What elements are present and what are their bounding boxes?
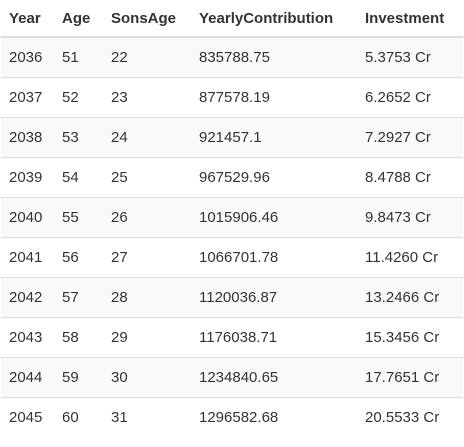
cell-investment: 13.2466 Cr: [357, 277, 463, 318]
cell-year: 2042: [1, 277, 54, 318]
cell-sons-age: 24: [103, 117, 191, 158]
cell-age: 54: [54, 157, 103, 198]
cell-investment: 17.7651 Cr: [357, 357, 463, 398]
cell-sons-age: 28: [103, 277, 191, 318]
cell-yearly-contribution: 877578.19: [191, 77, 357, 118]
cell-sons-age: 26: [103, 197, 191, 238]
cell-yearly-contribution: 1296582.68: [191, 397, 357, 437]
cell-investment: 5.3753 Cr: [357, 36, 463, 78]
table-row: 2036 51 22 835788.75 5.3753 Cr: [1, 36, 463, 78]
cell-investment: 6.2652 Cr: [357, 77, 463, 118]
cell-yearly-contribution: 1015906.46: [191, 197, 357, 238]
cell-age: 51: [54, 36, 103, 78]
header-row: Year Age SonsAge YearlyContribution Inve…: [1, 0, 463, 38]
table-row: 2040 55 26 1015906.46 9.8473 Cr: [1, 197, 463, 238]
cell-investment: 11.4260 Cr: [357, 237, 463, 278]
cell-year: 2036: [1, 36, 54, 78]
cell-year: 2044: [1, 357, 54, 398]
table-row: 2041 56 27 1066701.78 11.4260 Cr: [1, 237, 463, 278]
column-header-yearly-contribution: YearlyContribution: [191, 0, 357, 38]
cell-age: 59: [54, 357, 103, 398]
cell-sons-age: 30: [103, 357, 191, 398]
cell-age: 55: [54, 197, 103, 238]
cell-sons-age: 22: [103, 36, 191, 78]
cell-year: 2040: [1, 197, 54, 238]
table-row: 2044 59 30 1234840.65 17.7651 Cr: [1, 357, 463, 398]
cell-age: 53: [54, 117, 103, 158]
table-row: 2039 54 25 967529.96 8.4788 Cr: [1, 157, 463, 198]
data-table-container: Year Age SonsAge YearlyContribution Inve…: [1, 0, 463, 437]
cell-investment: 15.3456 Cr: [357, 317, 463, 358]
table-row: 2042 57 28 1120036.87 13.2466 Cr: [1, 277, 463, 318]
cell-sons-age: 27: [103, 237, 191, 278]
cell-yearly-contribution: 967529.96: [191, 157, 357, 198]
cell-sons-age: 23: [103, 77, 191, 118]
column-header-year: Year: [1, 0, 54, 38]
table-header: Year Age SonsAge YearlyContribution Inve…: [1, 0, 463, 38]
cell-age: 56: [54, 237, 103, 278]
column-header-sons-age: SonsAge: [103, 0, 191, 38]
cell-year: 2043: [1, 317, 54, 358]
cell-sons-age: 25: [103, 157, 191, 198]
cell-year: 2039: [1, 157, 54, 198]
cell-investment: 8.4788 Cr: [357, 157, 463, 198]
cell-age: 60: [54, 397, 103, 437]
cell-age: 52: [54, 77, 103, 118]
investment-table: Year Age SonsAge YearlyContribution Inve…: [1, 0, 463, 437]
cell-year: 2045: [1, 397, 54, 437]
cell-investment: 20.5533 Cr: [357, 397, 463, 437]
cell-yearly-contribution: 1120036.87: [191, 277, 357, 318]
cell-year: 2037: [1, 77, 54, 118]
table-row: 2045 60 31 1296582.68 20.5533 Cr: [1, 397, 463, 437]
cell-year: 2041: [1, 237, 54, 278]
cell-investment: 9.8473 Cr: [357, 197, 463, 238]
table-row: 2038 53 24 921457.1 7.2927 Cr: [1, 117, 463, 158]
table-row: 2037 52 23 877578.19 6.2652 Cr: [1, 77, 463, 118]
column-header-age: Age: [54, 0, 103, 38]
cell-yearly-contribution: 835788.75: [191, 36, 357, 78]
table-body: 2036 51 22 835788.75 5.3753 Cr 2037 52 2…: [1, 36, 463, 437]
column-header-investment: Investment: [357, 0, 463, 38]
cell-investment: 7.2927 Cr: [357, 117, 463, 158]
cell-age: 58: [54, 317, 103, 358]
cell-age: 57: [54, 277, 103, 318]
cell-sons-age: 31: [103, 397, 191, 437]
cell-yearly-contribution: 1176038.71: [191, 317, 357, 358]
table-row: 2043 58 29 1176038.71 15.3456 Cr: [1, 317, 463, 358]
cell-yearly-contribution: 1234840.65: [191, 357, 357, 398]
cell-sons-age: 29: [103, 317, 191, 358]
cell-yearly-contribution: 1066701.78: [191, 237, 357, 278]
cell-yearly-contribution: 921457.1: [191, 117, 357, 158]
cell-year: 2038: [1, 117, 54, 158]
